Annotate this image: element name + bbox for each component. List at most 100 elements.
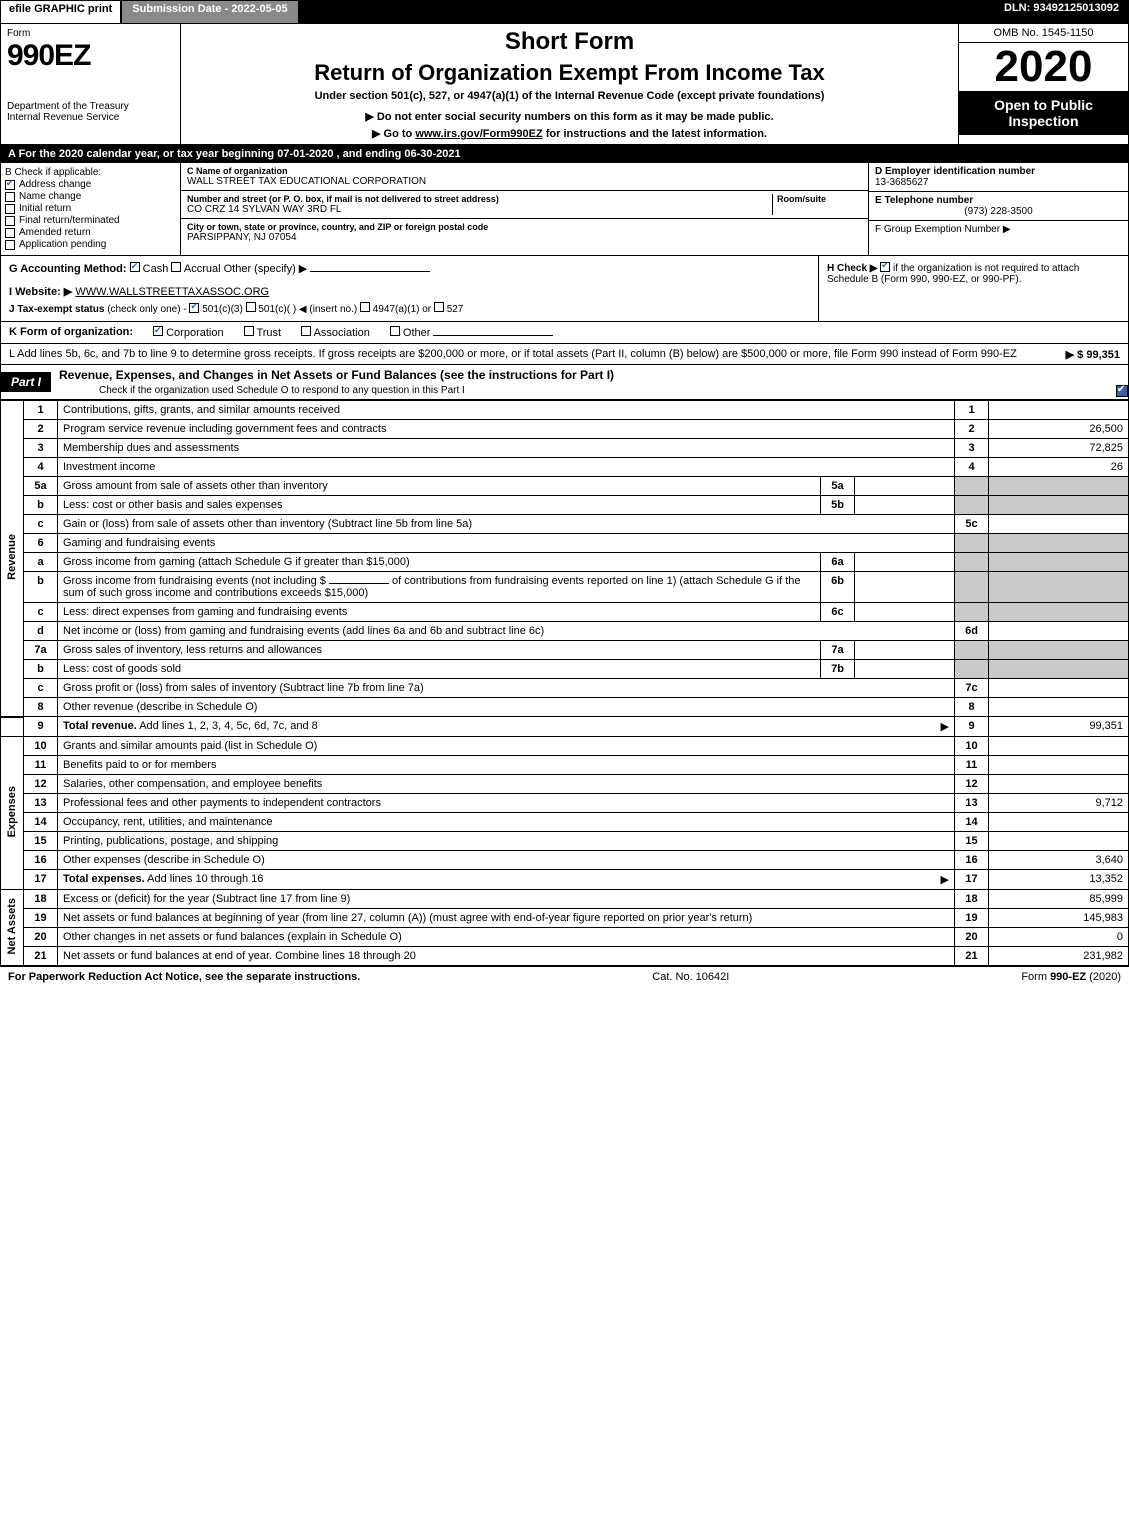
- phone-label: E Telephone number: [875, 195, 1122, 206]
- line-5b-sub: 5b: [821, 496, 855, 515]
- form-number: 990EZ: [7, 39, 174, 73]
- chk-4947[interactable]: [360, 302, 370, 312]
- line-6a-sub: 6a: [821, 553, 855, 572]
- line-20-rnum: 20: [955, 928, 989, 947]
- line-7b-desc: Less: cost of goods sold: [58, 660, 821, 679]
- line-14-val: [989, 813, 1129, 832]
- line-6b-amount-input[interactable]: [329, 583, 389, 584]
- line-4-rnum: 4: [955, 458, 989, 477]
- line-19-val: 145,983: [989, 909, 1129, 928]
- line-5b-subval: [855, 496, 955, 515]
- line-4-val: 26: [989, 458, 1129, 477]
- line-15-val: [989, 832, 1129, 851]
- line-7a-subval: [855, 641, 955, 660]
- part1-title: Revenue, Expenses, and Changes in Net As…: [51, 365, 1128, 385]
- line-6b-sub: 6b: [821, 572, 855, 603]
- line-11-rnum: 11: [955, 756, 989, 775]
- line-8-rnum: 8: [955, 698, 989, 717]
- form-label: Form: [7, 28, 174, 39]
- chk-trust[interactable]: [244, 326, 254, 336]
- chk-amended-return[interactable]: [5, 228, 15, 238]
- netassets-side-label: Net Assets: [1, 890, 24, 966]
- 501c-label: 501(c)( ) ◀ (insert no.): [258, 304, 357, 315]
- line-10-val: [989, 737, 1129, 756]
- line-4-desc: Investment income: [58, 458, 955, 477]
- line-10-rnum: 10: [955, 737, 989, 756]
- address-change-label: Address change: [19, 179, 91, 190]
- header-right: OMB No. 1545-1150 2020 Open to Public In…: [958, 24, 1128, 144]
- tax-year: 2020: [959, 43, 1128, 91]
- chk-name-change[interactable]: [5, 192, 15, 202]
- chk-accrual[interactable]: [171, 262, 181, 272]
- box-h: H Check ▶ if the organization is not req…: [818, 256, 1128, 321]
- line-6b-subval: [855, 572, 955, 603]
- line-7a-num: 7a: [24, 641, 58, 660]
- line-7c-val: [989, 679, 1129, 698]
- other-specify-input[interactable]: [310, 271, 430, 272]
- website-label: I Website: ▶: [9, 286, 72, 298]
- line-20-num: 20: [24, 928, 58, 947]
- chk-501c3[interactable]: [189, 303, 199, 313]
- chk-final-return[interactable]: [5, 216, 15, 226]
- part1-sub-text: Check if the organization used Schedule …: [99, 385, 465, 396]
- line-3-desc: Membership dues and assessments: [58, 439, 955, 458]
- line-8-val: [989, 698, 1129, 717]
- line-15-desc: Printing, publications, postage, and shi…: [58, 832, 955, 851]
- line-6-rnum-shaded: [955, 534, 989, 553]
- chk-association[interactable]: [301, 326, 311, 336]
- line-5b-desc: Less: cost or other basis and sales expe…: [58, 496, 821, 515]
- line-6d-val: [989, 622, 1129, 641]
- part1-tab: Part I: [1, 372, 51, 392]
- box-l: L Add lines 5b, 6c, and 7b to line 9 to …: [0, 344, 1129, 365]
- tax-exempt-sub: (check only one) -: [107, 304, 186, 315]
- app-pending-label: Application pending: [19, 239, 106, 250]
- line-3-rnum: 3: [955, 439, 989, 458]
- chk-cash[interactable]: [130, 262, 140, 272]
- line-18-rnum: 18: [955, 890, 989, 909]
- line-6a-num: a: [24, 553, 58, 572]
- chk-corporation[interactable]: [153, 326, 163, 336]
- line-20-val: 0: [989, 928, 1129, 947]
- chk-527[interactable]: [434, 302, 444, 312]
- corp-label: Corporation: [166, 327, 223, 339]
- line-21-num: 21: [24, 947, 58, 966]
- line-6c-sub: 6c: [821, 603, 855, 622]
- line-7a-rnum-shaded: [955, 641, 989, 660]
- box-def: D Employer identification number 13-3685…: [868, 163, 1128, 255]
- chk-schedule-b[interactable]: [880, 262, 890, 272]
- line-1-rnum: 1: [955, 401, 989, 420]
- line-12-num: 12: [24, 775, 58, 794]
- accounting-label: G Accounting Method:: [9, 263, 127, 275]
- initial-return-label: Initial return: [19, 203, 71, 214]
- line-6-val-shaded: [989, 534, 1129, 553]
- revenue-side-label: Revenue: [1, 401, 24, 717]
- under-section-text: Under section 501(c), 527, or 4947(a)(1)…: [185, 90, 954, 102]
- line-18-val: 85,999: [989, 890, 1129, 909]
- irs-link[interactable]: www.irs.gov/Form990EZ: [415, 128, 542, 140]
- chk-address-change[interactable]: [5, 180, 15, 190]
- website-value[interactable]: WWW.WALLSTREETTAXASSOC.ORG: [75, 286, 269, 298]
- efile-print-label[interactable]: efile GRAPHIC print: [0, 0, 121, 24]
- trust-label: Trust: [256, 327, 281, 339]
- line-14-desc: Occupancy, rent, utilities, and maintena…: [58, 813, 955, 832]
- chk-initial-return[interactable]: [5, 204, 15, 214]
- chk-501c[interactable]: [246, 302, 256, 312]
- line-21-rnum: 21: [955, 947, 989, 966]
- chk-schedule-o[interactable]: [1116, 385, 1128, 397]
- line-4-num: 4: [24, 458, 58, 477]
- amended-return-label: Amended return: [19, 227, 91, 238]
- line-3-val: 72,825: [989, 439, 1129, 458]
- street-value: CO CRZ 14 SYLVAN WAY 3RD FL: [187, 204, 772, 215]
- submission-date-label: Submission Date - 2022-05-05: [121, 0, 298, 24]
- assoc-label: Association: [314, 327, 370, 339]
- line-5c-desc: Gain or (loss) from sale of assets other…: [58, 515, 955, 534]
- 4947-label: 4947(a)(1) or: [373, 304, 431, 315]
- dept-treasury: Department of the Treasury: [7, 101, 174, 112]
- line-7b-subval: [855, 660, 955, 679]
- chk-other-org[interactable]: [390, 326, 400, 336]
- other-org-input[interactable]: [433, 335, 553, 336]
- chk-app-pending[interactable]: [5, 240, 15, 250]
- city-value: PARSIPPANY, NJ 07054: [187, 232, 862, 243]
- line-18-desc: Excess or (deficit) for the year (Subtra…: [58, 890, 955, 909]
- line-5b-rnum-shaded: [955, 496, 989, 515]
